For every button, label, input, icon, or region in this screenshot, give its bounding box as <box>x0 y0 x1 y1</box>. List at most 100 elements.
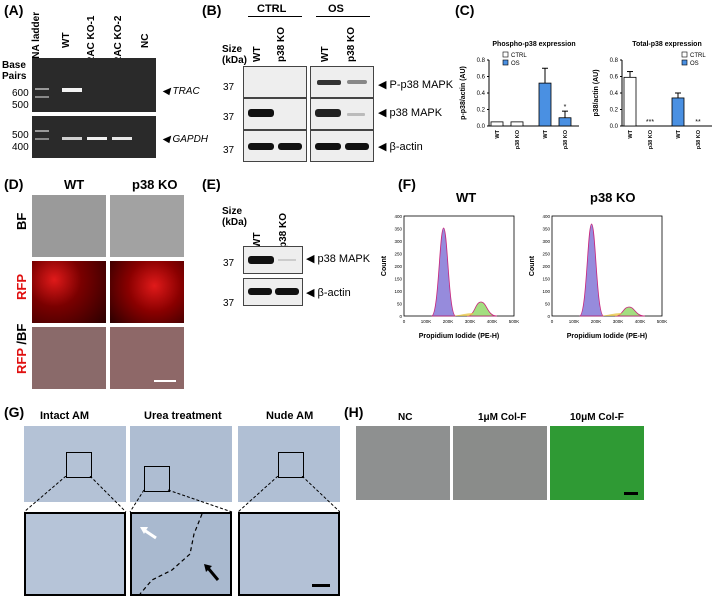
image-g-urea <box>130 426 232 502</box>
hist-wt-ytick-8: 0 <box>399 314 402 319</box>
hist-ko-ytick-8: 0 <box>547 314 550 319</box>
row-d-merge: RFP /BF <box>14 323 29 374</box>
blot-b-actin-ctrl <box>243 130 307 162</box>
image-d-ko-rfp <box>110 261 184 323</box>
title-g-urea: Urea treatment <box>144 410 222 422</box>
total-ytick-label-0: 0.0 <box>610 124 619 130</box>
phospho-xlabel-2: WT <box>543 129 549 138</box>
hist-ko-xtick-3: 300K <box>613 319 624 324</box>
chart-phospho-svg: Phospho-p38 expression p-p38/actin (AU) 0.… <box>460 41 579 149</box>
marker-b-3: 37 <box>223 145 235 156</box>
base-pairs-label: Base Pairs <box>2 60 27 82</box>
hist-ko-ytick-2: 300 <box>542 239 550 244</box>
total-sig-3: ** <box>695 119 701 126</box>
phospho-ytick-label-3: 0.6 <box>477 75 486 81</box>
hist-wt-ytick-6: 100 <box>394 289 402 294</box>
chart-total: Total-p38 expression p38/actin (AU) 0.0 0.2… <box>588 38 720 153</box>
panel-a-label: (A) <box>4 2 24 18</box>
total-ytick-label-3: 0.6 <box>610 75 619 81</box>
hist-wt-ytick-1: 350 <box>394 227 402 232</box>
panel-h-label: (H) <box>344 404 364 420</box>
urea-annotation <box>139 514 220 594</box>
blot-b-pp38-os <box>310 66 374 98</box>
panel-e-label: (E) <box>202 176 221 192</box>
col-d-wt: WT <box>64 177 85 192</box>
row-b-pp38: ◀ P-p38 MAPK <box>378 79 454 91</box>
title-h-10um: 10μM Col-F <box>570 412 624 423</box>
panel-f-label: (F) <box>398 176 416 192</box>
hist-wt-ytick-4: 200 <box>394 264 402 269</box>
lane-b-ko1: p38 KO <box>276 26 287 62</box>
band-gapdh-text: GAPDH <box>172 134 209 145</box>
tick-500-bottom: 500 <box>12 130 29 141</box>
band-gapdh-label: ◀ GAPDH <box>162 134 209 145</box>
hist-wt-frame <box>403 215 515 317</box>
hist-ko-xtick-5: 500K <box>657 319 668 324</box>
hist-wt-xlabel: Propidium Iodide (PE-H) <box>419 333 500 340</box>
hist-ko-ylabel: Count <box>529 255 536 276</box>
row-b-p38: ◀ p38 MAPK <box>378 107 443 119</box>
title-f-wt: WT <box>456 190 477 205</box>
zoom-g-intact <box>24 512 126 596</box>
hist-wt-xtick-4: 400K <box>487 319 498 324</box>
total-title: Total-p38 expression <box>632 41 702 48</box>
row-e-p38: ◀ p38 MAPK <box>306 253 371 265</box>
total-ylabel: p38/actin (AU) <box>593 69 600 116</box>
marker-e-2: 37 <box>223 298 235 309</box>
row-b-p38-text: p38 MAPK <box>389 107 443 119</box>
blot-e-actin <box>243 278 303 306</box>
col-d-ko: p38 KO <box>132 177 178 192</box>
tick-400: 400 <box>12 142 29 153</box>
phospho-ytick-label-1: 0.2 <box>477 108 486 114</box>
size-label-b: Size (kDa) <box>222 44 248 66</box>
image-d-ko-bf <box>110 195 184 257</box>
lane-e-ko: p38 KO <box>278 212 289 248</box>
chart-phospho: Phospho-p38 expression p-p38/actin (AU) 0.… <box>455 38 595 153</box>
hist-wt-xtick-1: 100K <box>421 319 432 324</box>
title-f-ko: p38 KO <box>590 190 636 205</box>
group-os-line <box>316 16 370 17</box>
phospho-bar-0 <box>490 121 504 127</box>
row-d-rfp: RFP <box>14 274 29 300</box>
hist-wt-ytick-7: 50 <box>397 302 403 307</box>
phospho-ytick-label-2: 0.4 <box>477 91 486 97</box>
row-b-pp38-text: P-p38 MAPK <box>389 79 454 91</box>
group-os: OS <box>328 3 344 15</box>
hist-ko-ytick-0: 400 <box>542 214 550 219</box>
lane-label-wt: WT <box>61 32 72 48</box>
phospho-sig-3: * <box>564 104 567 111</box>
total-xlabel-1: p38 KO <box>648 129 654 149</box>
title-g-intact: Intact AM <box>40 410 90 422</box>
hist-ko-g1-peak <box>579 223 604 317</box>
zoom-g-nude <box>238 512 340 596</box>
marker-b-1: 37 <box>223 82 235 93</box>
histogram-ko: Count Propidium Iodide (PE-H) 400 350 300 250… <box>526 210 676 344</box>
zoom-box-g-intact <box>66 452 92 478</box>
zoom-box-g-urea <box>144 466 170 492</box>
hist-ko-ytick-5: 150 <box>542 277 550 282</box>
image-h-nc <box>356 426 450 500</box>
phospho-xlabel-1: p38 KO <box>515 129 521 149</box>
image-h-10um <box>550 426 644 500</box>
row-d-bf: BF <box>14 212 29 230</box>
lane-label-nc: NC <box>140 33 151 48</box>
total-ytick-label-4: 0.8 <box>610 58 619 64</box>
row-e-p38-text: p38 MAPK <box>317 253 371 265</box>
scale-bar-g <box>312 584 330 587</box>
hist-ko-ytick-3: 250 <box>542 252 550 257</box>
hist-wt-ytick-2: 300 <box>394 239 402 244</box>
hist-wt-ytick-0: 400 <box>394 214 402 219</box>
group-ctrl: CTRL <box>257 3 287 15</box>
blot-e-p38 <box>243 246 303 274</box>
phospho-ylabel: p-p38/actin (AU) <box>460 66 467 120</box>
lane-b-wt1: WT <box>252 46 263 62</box>
total-sig-1: *** <box>646 119 654 126</box>
blot-b-pp38-ctrl <box>243 66 307 98</box>
total-legend-label-0: CTRL <box>690 53 706 59</box>
blot-b-p38-os <box>310 98 374 130</box>
lane-b-wt2: WT <box>320 46 331 62</box>
hist-wt-ylabel: Count <box>381 255 388 276</box>
row-b-actin: ◀ β-actin <box>378 141 423 153</box>
size-label-e: Size (kDa) <box>222 206 248 228</box>
total-bar-2 <box>671 97 685 127</box>
